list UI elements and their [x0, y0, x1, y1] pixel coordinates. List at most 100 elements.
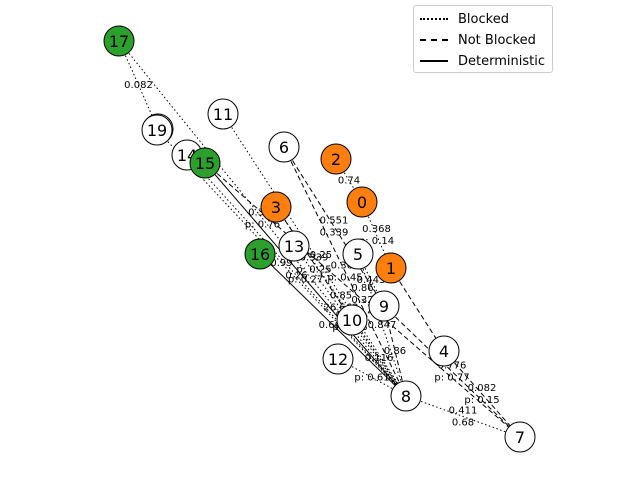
- dashed-line-swatch: [420, 39, 448, 41]
- edge-label-5-8: 0.847: [368, 320, 397, 331]
- edge-label-14-8: 0.26: [285, 271, 307, 282]
- node-label: 9: [379, 297, 389, 316]
- edge-label-line: 0.082: [124, 80, 153, 91]
- legend-entry-blocked: Blocked: [420, 10, 509, 28]
- edge-label-10-8: 0.116: [365, 353, 394, 364]
- edge-5-8: [357, 253, 407, 397]
- edge-4-7: [443, 350, 521, 438]
- node-circle: [428, 335, 460, 367]
- node-7: 7: [504, 421, 536, 453]
- edge-3-10: [275, 206, 353, 321]
- edge-label-6-8: 0.368 p: 0.45: [327, 261, 362, 284]
- node-5: 5: [342, 238, 374, 270]
- edge-label-4-7: 0.082 p: 0.15: [464, 383, 499, 406]
- edge-6-9: [283, 146, 385, 307]
- node-label: 19: [147, 121, 167, 140]
- edge-label-line: p: 0.25: [297, 250, 332, 261]
- node-circle: [346, 186, 378, 218]
- node-circle: [268, 131, 300, 163]
- edge-16-8: [259, 253, 407, 397]
- edge-6-8: [283, 146, 407, 397]
- edge-label-line: 0.663: [319, 320, 348, 331]
- node-circle: [141, 114, 173, 146]
- edge-label-line: 0.339: [300, 253, 329, 264]
- node-circle: [375, 252, 407, 284]
- node-0: 0: [346, 186, 378, 218]
- edge-17-18: [118, 40, 159, 130]
- node-3: 3: [260, 191, 292, 223]
- node-circle: [504, 421, 536, 453]
- node-label: 5: [353, 245, 363, 264]
- edge-label-line: p: 0.61: [354, 373, 389, 384]
- node-19: 19: [141, 114, 173, 146]
- node-circle: [368, 290, 400, 322]
- edge-label-15-8: p: 0.27: [288, 275, 323, 286]
- node-label: 2: [331, 150, 341, 169]
- node-label: 12: [328, 350, 348, 369]
- edge-label-line: 0.99: [270, 258, 292, 269]
- node-12: 12: [322, 343, 354, 375]
- edge-label-12-8: p: 0.61: [354, 373, 389, 384]
- dotted-line-swatch: [420, 18, 448, 20]
- edge-13-8: [293, 245, 407, 397]
- legend-label: Not Blocked: [458, 32, 536, 48]
- node-label: 17: [109, 32, 129, 51]
- node-11: 11: [207, 98, 239, 130]
- edge-label-8-7: 0.411 0.68: [449, 406, 478, 429]
- node-label: 16: [250, 245, 270, 264]
- edge-17-8: [118, 40, 407, 397]
- edge-label-0-1: 0.368 p: 0.14: [359, 224, 394, 247]
- edge-label-line: 0.082: [468, 383, 497, 394]
- edge-label-19-8: 0.99: [270, 258, 292, 269]
- edge-label-2-0: 0.74: [338, 176, 360, 187]
- edge-label-line: 0.26: [285, 271, 307, 282]
- node-circle: [103, 25, 135, 57]
- edge-label-line: p: 0.15: [464, 395, 499, 406]
- edge-15-7: [204, 162, 521, 438]
- edge-label-17-18: 0.082: [124, 80, 153, 91]
- edge-11-8: [222, 113, 407, 397]
- node-16: 16: [244, 238, 276, 270]
- node-8: 8: [390, 380, 422, 412]
- node-circle: [260, 191, 292, 223]
- node-label: 0: [357, 193, 367, 212]
- legend-label: Deterministic: [458, 53, 545, 69]
- node-label: 1: [386, 259, 396, 278]
- node-label: 4: [439, 342, 449, 361]
- nodes-layer: 012345678910111213141516171819: [103, 25, 536, 453]
- edge-label-line: 0.776: [438, 361, 467, 372]
- node-circle: [390, 380, 422, 412]
- node-2: 2: [320, 143, 352, 175]
- node-circle: [342, 238, 374, 270]
- node-4: 4: [428, 335, 460, 367]
- edge-label-line: 0.116: [365, 353, 394, 364]
- edge-label-line: 0.86: [351, 283, 373, 294]
- edge-label-line: 0.86: [384, 346, 406, 357]
- edge-label-line: p: 0.14: [359, 236, 394, 247]
- solid-line-swatch: [420, 60, 448, 62]
- edge-label-line: p: 0.45: [327, 273, 362, 284]
- edge-8-7: [405, 395, 521, 438]
- node-6: 6: [268, 131, 300, 163]
- edge-label-line: 26.663: [324, 303, 359, 314]
- edge-label-line: 0.339: [320, 228, 349, 239]
- node-circle: [189, 147, 221, 179]
- edge-15-8: [204, 162, 407, 397]
- node-circle: [278, 230, 310, 262]
- edge-label-3-8: 0.85 26.663: [324, 291, 359, 314]
- edge-label-3-10: 0.339 p: 0.25: [296, 253, 331, 276]
- edge-label-16-8: 0.663: [319, 320, 348, 331]
- node-label: 13: [284, 237, 304, 256]
- node-17: 17: [103, 25, 135, 57]
- edge-label-line: 0.68: [452, 418, 474, 429]
- edge-label-line: p: 0.76: [245, 220, 280, 231]
- edge-label-line: 0.411: [449, 406, 478, 417]
- node-15: 15: [189, 147, 221, 179]
- node-circle: [336, 304, 368, 336]
- node-label: 7: [515, 428, 525, 447]
- edge-1-4: [390, 267, 445, 352]
- node-9: 9: [368, 290, 400, 322]
- edge-label-line: p: 0.25: [296, 265, 331, 276]
